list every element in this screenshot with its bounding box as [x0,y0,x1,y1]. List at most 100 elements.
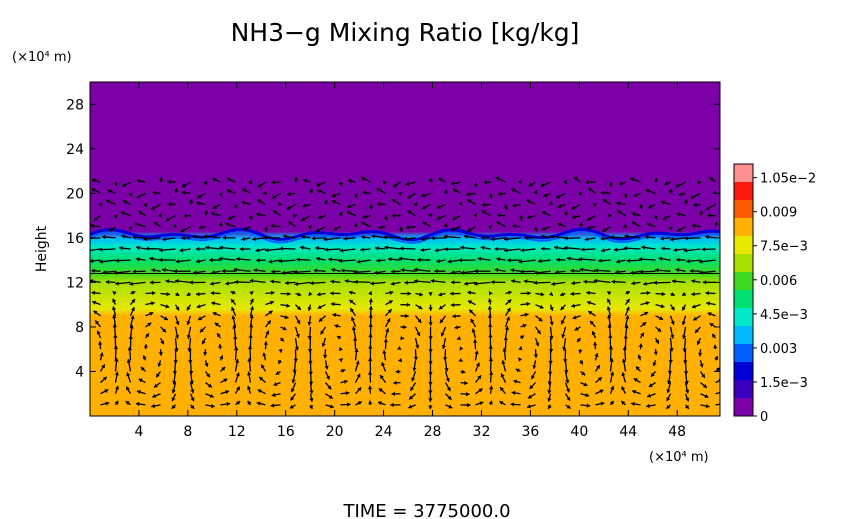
wind-arrow [234,386,241,395]
wind-arrow [160,304,170,309]
wind-arrow [709,322,716,328]
wind-arrow [684,393,690,402]
wind-arrow [460,380,468,386]
wind-arrow [559,292,566,297]
wind-arrow [609,358,614,372]
wind-arrow [417,257,431,262]
wind-arrow [658,256,671,261]
wind-arrow [249,290,254,296]
y-tick-label: 28 [66,97,84,113]
x-tick-label: 28 [424,424,442,440]
wind-arrow [456,336,461,341]
wind-arrow [212,203,221,210]
wind-arrow [243,226,251,231]
wind-arrow [218,221,223,227]
x-axis: 4 8 12 16 20 24 28 32 36 40 44 48 [134,82,686,440]
wind-arrow [158,213,163,218]
wind-arrow [175,292,180,297]
wind-arrow [691,292,701,297]
wind-arrow [653,215,658,220]
wind-arrow [205,245,221,250]
wind-arrow [640,301,650,306]
wind-arrow [617,210,626,217]
wind-arrow [354,348,359,361]
wind-arrow [249,278,266,284]
wind-arrow [666,382,672,394]
wind-arrow [277,201,282,206]
wind-arrow [121,181,131,188]
wind-arrow [115,258,131,263]
wind-arrow [188,199,194,205]
wind-arrow [253,268,266,273]
wind-arrow [400,335,405,341]
wind-arrow [475,401,484,406]
wind-arrow [535,315,543,322]
wind-arrow [241,200,251,206]
wind-arrow [655,326,662,333]
wind-arrow [691,304,701,309]
wind-arrow [98,247,116,252]
wind-arrow [512,224,521,229]
wind-arrow [107,189,116,194]
wind-arrow [541,211,551,217]
wind-arrow [513,379,521,384]
wind-arrow [391,391,401,397]
x-unit-label: (×10⁴ m) [649,450,709,465]
wind-arrow [621,386,627,395]
wind-arrow [474,350,479,361]
wind-arrow [256,401,266,406]
wind-arrow [198,225,206,230]
y-tick-label: 4 [75,364,84,380]
wind-arrow [496,256,506,262]
wind-arrow [464,281,476,286]
wind-arrow [151,403,161,409]
wind-arrow [669,304,676,311]
wind-arrow [189,280,206,285]
wind-arrow [264,320,272,328]
wind-arrow [428,178,433,183]
wind-arrow [571,303,581,308]
wind-arrow [566,256,581,261]
wind-arrow [639,269,656,274]
wind-arrow [252,236,266,242]
wind-arrow [474,269,491,274]
x-tick-label: 32 [473,424,491,440]
wind-arrow [135,257,146,262]
wind-arrow [290,382,297,393]
wind-arrow [563,179,568,184]
wind-arrow [280,337,285,342]
wind-arrow [390,281,401,286]
wind-arrow [660,236,671,241]
wind-arrow [159,257,176,263]
wind-arrow [563,349,568,363]
wind-arrow [331,267,341,273]
wind-arrow [571,203,581,210]
wind-arrow [488,193,494,199]
wind-arrow [633,377,641,384]
wind-arrow [698,210,704,216]
wind-arrow [203,234,221,239]
wind-arrow [286,203,296,211]
wind-arrow [343,236,356,241]
wind-arrow [430,278,446,284]
wind-arrow [586,215,596,222]
wind-arrow [608,213,612,218]
y-axis-title: Height [34,225,50,272]
wind-arrow [186,326,192,339]
wind-arrow [340,402,351,407]
wind-arrow [135,222,146,228]
wind-arrow [125,400,131,406]
wind-arrow [450,181,461,186]
wind-arrow [98,202,103,207]
wind-arrow [700,393,709,399]
wind-arrow [371,234,386,239]
wind-arrow [625,290,631,295]
wind-arrow [262,352,267,361]
wind-arrow [328,257,341,262]
wind-arrow [331,192,341,198]
wind-arrow [248,215,253,221]
wind-arrow [362,190,371,195]
wind-arrow [348,290,356,295]
wind-arrow [91,178,101,183]
wind-arrow [572,214,581,219]
